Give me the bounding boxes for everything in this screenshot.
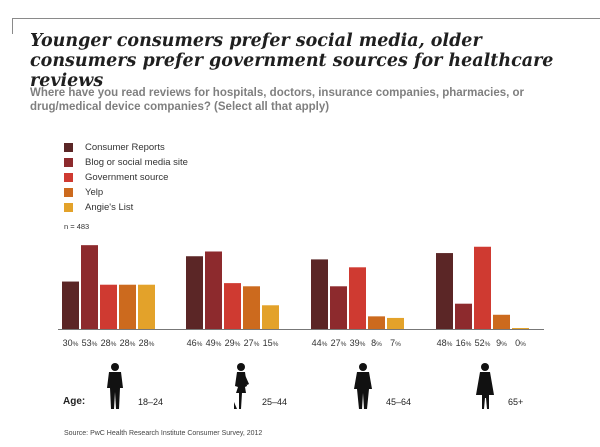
legend-item: Blog or social media site: [64, 155, 188, 170]
data-label: 29%: [225, 338, 241, 348]
survey-question: Where have you read reviews for hospital…: [30, 87, 525, 113]
bar: [81, 245, 98, 329]
data-label: 48%: [437, 338, 453, 348]
data-label: 46%: [187, 338, 203, 348]
legend-swatch: [64, 188, 73, 197]
source-note: Source: PwC Health Research Institute Co…: [64, 430, 263, 437]
data-label: 28%: [101, 338, 117, 348]
bar: [100, 284, 117, 329]
person-senior-woman-icon: [476, 363, 494, 409]
data-label: 0%: [515, 338, 526, 348]
bar: [186, 256, 203, 329]
data-label: 44%: [312, 338, 328, 348]
legend-swatch: [64, 203, 73, 212]
bar: [262, 305, 279, 329]
bar: [224, 283, 241, 329]
data-label: 16%: [456, 338, 472, 348]
age-axis-label: Age:: [63, 396, 86, 407]
data-label: 7%: [390, 338, 401, 348]
bar: [119, 284, 136, 329]
data-label: 30%: [63, 338, 79, 348]
bar: [62, 281, 79, 329]
age-category-label: 45–64: [386, 397, 412, 407]
legend-label: Blog or social media site: [85, 157, 188, 168]
data-label: 52%: [475, 338, 491, 348]
bar: [349, 267, 366, 329]
bar: [474, 246, 491, 329]
data-label: 9%: [496, 338, 507, 348]
bar: [205, 251, 222, 329]
bar: [493, 314, 510, 329]
legend-label: Consumer Reports: [85, 142, 165, 153]
data-label: 27%: [244, 338, 260, 348]
legend-item: Yelp: [64, 185, 188, 200]
age-category-label: 18–24: [138, 397, 164, 407]
bar: [455, 303, 472, 329]
legend: Consumer Reports Blog or social media sit…: [64, 140, 188, 215]
legend-item: Government source: [64, 170, 188, 185]
legend-label: Government source: [85, 172, 169, 183]
person-middle-age-man-icon: [354, 363, 372, 409]
age-category-label: 65+: [508, 397, 524, 407]
data-label: 49%: [206, 338, 222, 348]
data-label: 28%: [120, 338, 136, 348]
person-young-man-icon: [107, 363, 123, 409]
chart-title: Younger consumers prefer social media, o…: [30, 31, 554, 91]
bar: [368, 316, 385, 329]
bar: [311, 259, 328, 329]
data-label: 53%: [82, 338, 98, 348]
bar: [387, 317, 404, 329]
data-label: 8%: [371, 338, 382, 348]
person-woman-icon: [234, 363, 249, 409]
bar: [512, 328, 529, 329]
legend-swatch: [64, 143, 73, 152]
bar: [330, 286, 347, 329]
legend-label: Angie's List: [85, 202, 134, 213]
data-label: 27%: [331, 338, 347, 348]
frame-top-rule: [12, 18, 600, 19]
bar: [138, 284, 155, 329]
legend-swatch: [64, 173, 73, 182]
legend-swatch: [64, 158, 73, 167]
legend-item: Consumer Reports: [64, 140, 188, 155]
age-category-label: 25–44: [262, 397, 288, 407]
frame-left-rule: [12, 18, 13, 34]
data-label: 15%: [263, 338, 279, 348]
data-label: 39%: [350, 338, 366, 348]
legend-label: Yelp: [85, 187, 104, 198]
legend-item: Angie's List: [64, 200, 188, 215]
bar: [243, 286, 260, 329]
data-label: 28%: [139, 338, 155, 348]
sample-size-label: n = 483: [64, 222, 90, 231]
bar: [436, 253, 453, 329]
